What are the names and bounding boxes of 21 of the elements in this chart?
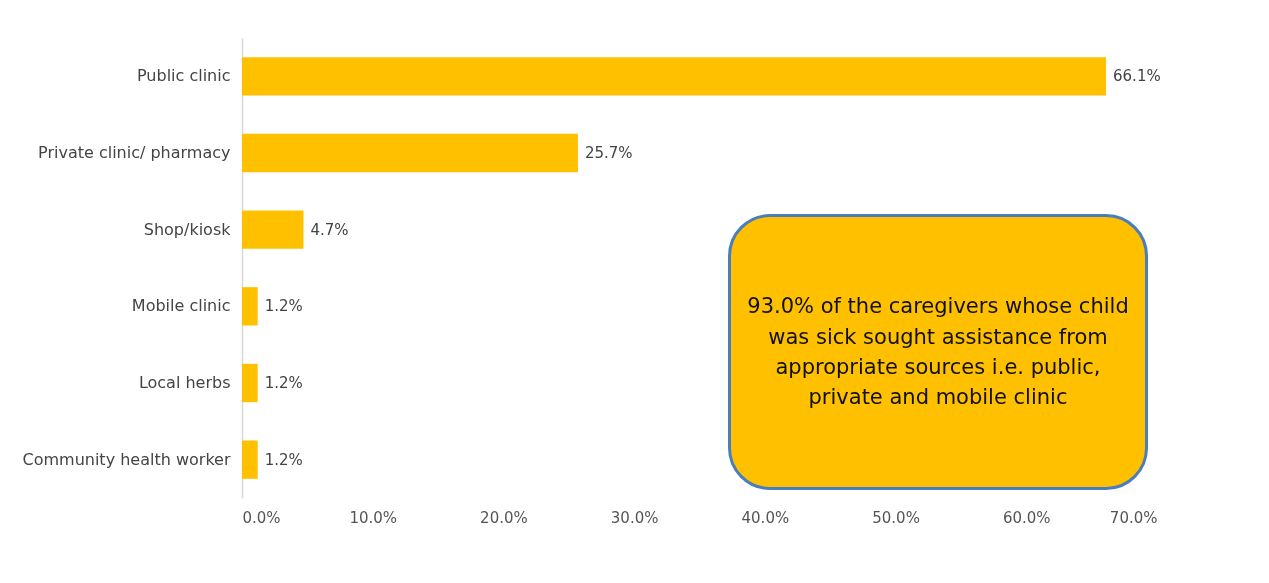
x-tick-label: 40.0% [741, 508, 790, 527]
y-tick-label: Community health worker [22, 449, 231, 469]
y-tick-label: Public clinic [136, 66, 231, 86]
data-label: 25.7% [584, 144, 633, 162]
y-tick-label: Private clinic/ pharmacy [38, 143, 231, 162]
data-label: 66.1% [1113, 67, 1161, 86]
x-tick-label: 20.0% [480, 508, 528, 527]
rounded-callout-box: 93.0% of the caregivers whose child was sick sought assistance from appropriate sources i.e. public, private and mobile clinic [728, 214, 1148, 490]
x-tick-label: 60.0% [1002, 508, 1051, 527]
data-label: 4.7% [310, 220, 349, 239]
data-label: 1.2% [264, 450, 303, 469]
data-label: 1.2% [264, 297, 303, 316]
x-tick-label: 0.0% [242, 508, 281, 527]
x-tick-label: 10.0% [349, 508, 398, 527]
x-tick-label: 30.0% [610, 508, 659, 527]
y-tick-label: Shop/kiosk [143, 219, 232, 239]
y-tick-label: Mobile clinic [131, 296, 231, 316]
x-tick-label: 70.0% [1109, 508, 1158, 527]
y-tick-label: Local herbs [138, 373, 231, 392]
data-label: 1.2% [264, 374, 303, 392]
x-tick-label: 50.0% [872, 508, 920, 527]
